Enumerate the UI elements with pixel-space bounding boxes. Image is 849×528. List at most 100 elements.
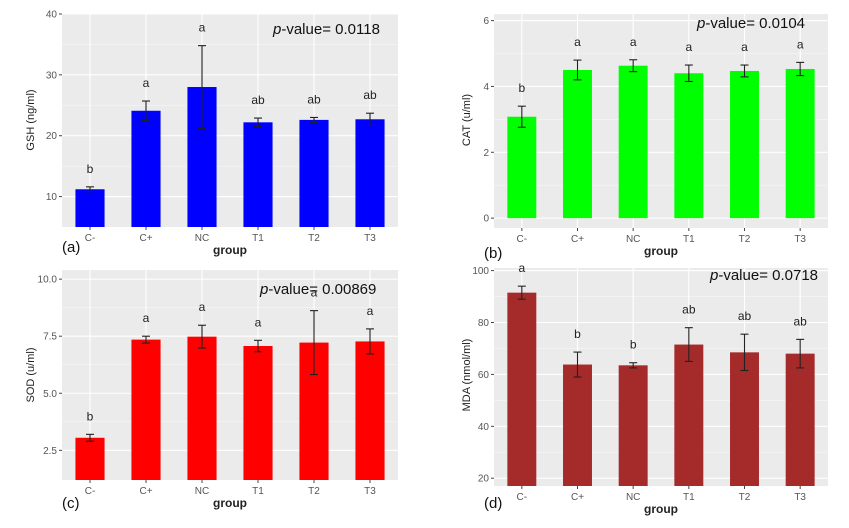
y-tick-label: 20 — [46, 131, 58, 142]
bar-NC — [618, 65, 648, 219]
x-tick-label: T3 — [364, 486, 376, 497]
significance-letter: ab — [682, 303, 696, 317]
significance-letter: ab — [251, 93, 265, 107]
p-value-suffix: -value= — [268, 281, 322, 298]
significance-letter: b — [87, 162, 94, 176]
x-axis-title: group — [213, 243, 247, 257]
p-value-suffix: -value= — [718, 267, 772, 284]
bar-C+ — [563, 364, 592, 486]
x-tick-label: T1 — [252, 486, 264, 497]
y-tick-label: 5.0 — [43, 389, 57, 400]
x-tick-label: C- — [85, 233, 96, 244]
x-tick-label: C+ — [571, 234, 584, 245]
p-value-suffix: -value= — [705, 15, 759, 32]
y-tick-label: 10 — [46, 192, 58, 203]
significance-letter: a — [143, 311, 150, 325]
bar-NC — [187, 336, 217, 480]
p-value-prefix: p — [259, 281, 268, 298]
significance-letter: b — [87, 409, 94, 423]
x-tick-label: T1 — [683, 234, 695, 245]
y-tick-label: 40 — [46, 10, 58, 21]
p-value-prefix: p — [709, 267, 718, 284]
significance-letter: a — [199, 300, 206, 314]
plot-background — [494, 14, 828, 228]
x-tick-label: T3 — [364, 233, 376, 244]
chart-panel-2: 0 2 4 6 b C-a C+ a NC a T1 a T2 a T3 group CAT (u/ml) p-v… — [461, 14, 828, 262]
bar-T2 — [730, 70, 759, 219]
chart-panel-1: 10 20 30 40 b C-a C+ a NC ab T1 ab T2 ab T3 group GSH (n… — [25, 10, 398, 257]
p-value-number: 0.00869 — [322, 281, 376, 298]
x-tick-label: T3 — [794, 234, 806, 245]
x-axis-title: group — [644, 244, 678, 258]
bar-T3 — [785, 68, 815, 219]
chart-panel-4: 20 40 60 80 100 a C-b C+ b NC ab T1 ab T2 ab T3 group MDA… — [461, 261, 828, 516]
x-tick-label: T1 — [683, 492, 695, 503]
y-tick-label: 80 — [478, 318, 490, 329]
significance-letter: a — [630, 35, 637, 49]
bar-C+ — [563, 69, 592, 219]
y-tick-label: 6 — [483, 16, 489, 27]
p-value-prefix: p — [272, 21, 281, 38]
bar-T1 — [243, 346, 273, 480]
bar-NC — [618, 365, 648, 486]
significance-letter: a — [685, 40, 692, 54]
y-tick-label: 0 — [483, 214, 489, 225]
x-tick-label: NC — [626, 234, 640, 245]
y-tick-label: 2.5 — [43, 446, 57, 457]
x-tick-label: T2 — [739, 234, 751, 245]
x-axis-title: group — [213, 496, 247, 510]
significance-letter: ab — [307, 92, 321, 106]
plot-background — [62, 270, 398, 480]
y-axis-title: GSH (ng/ml) — [25, 89, 37, 150]
significance-letter: ab — [363, 88, 377, 102]
plot-background — [62, 14, 398, 227]
x-tick-label: C- — [517, 492, 528, 503]
bar-T1 — [674, 73, 704, 219]
y-tick-label: 20 — [478, 474, 490, 485]
significance-letter: ab — [738, 309, 752, 323]
significance-letter: a — [741, 40, 748, 54]
x-tick-label: C+ — [571, 492, 584, 503]
x-tick-label: T2 — [739, 492, 751, 503]
significance-letter: ab — [793, 314, 807, 328]
bar-C- — [75, 437, 105, 480]
p-value-suffix: -value= — [281, 21, 335, 38]
bar-C- — [507, 292, 537, 486]
bar-T2 — [299, 119, 329, 227]
bar-T1 — [243, 122, 273, 227]
x-tick-label: T2 — [308, 486, 320, 497]
y-tick-label: 30 — [46, 70, 58, 81]
significance-letter: b — [574, 327, 581, 341]
bar-T2 — [730, 352, 759, 486]
y-tick-label: 4 — [483, 82, 489, 93]
bar-C+ — [131, 110, 161, 227]
y-tick-label: 60 — [478, 370, 490, 381]
bar-T1 — [674, 344, 704, 486]
y-tick-label: 10.0 — [38, 275, 58, 286]
x-tick-label: C- — [85, 486, 96, 497]
x-axis-title: group — [644, 502, 678, 516]
panel-label: (d) — [484, 495, 502, 512]
p-value-annotation: p-value= 0.0718 — [709, 267, 818, 284]
bar-C- — [75, 189, 105, 227]
significance-letter: a — [143, 76, 150, 90]
panel-label: (c) — [62, 495, 80, 512]
y-axis-title: SOD (u/ml) — [25, 348, 37, 403]
significance-letter: b — [518, 81, 525, 95]
significance-letter: a — [255, 315, 262, 329]
p-value-annotation: p-value= 0.0104 — [696, 15, 805, 32]
x-tick-label: NC — [626, 492, 640, 503]
bar-T3 — [785, 353, 815, 486]
significance-letter: a — [367, 304, 374, 318]
bar-T3 — [355, 341, 385, 480]
y-axis-title: CAT (u/ml) — [461, 94, 473, 146]
x-tick-label: C+ — [139, 233, 152, 244]
y-axis-title: MDA (nmol/ml) — [461, 339, 473, 412]
p-value-annotation: p-value= 0.0118 — [272, 21, 380, 38]
significance-letter: a — [311, 286, 318, 300]
significance-letter: b — [630, 338, 637, 352]
y-tick-label: 100 — [472, 266, 489, 277]
y-tick-label: 7.5 — [43, 332, 57, 343]
significance-letter: a — [518, 261, 525, 275]
